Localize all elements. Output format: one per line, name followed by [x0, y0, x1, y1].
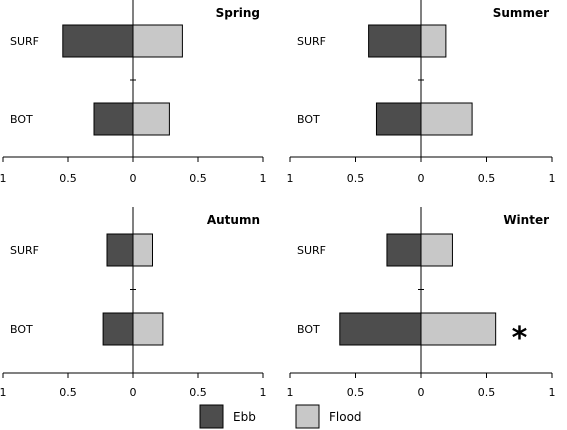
bar-flood: [132, 233, 153, 267]
bar-flood: [420, 312, 497, 346]
legend-swatch-flood: [295, 404, 320, 429]
x-tick-label: 0.5: [59, 172, 77, 185]
x-tick-label: 1: [287, 386, 294, 399]
legend: Ebb Flood: [199, 404, 362, 429]
category-label: BOT: [297, 113, 320, 126]
panel-title: Winter: [503, 213, 549, 227]
bar-flood: [420, 24, 447, 58]
bar-ebb: [368, 24, 422, 58]
category-label: BOT: [297, 323, 320, 336]
category-label: BOT: [10, 323, 33, 336]
x-tick-label: 0: [130, 172, 137, 185]
bar-ebb: [102, 312, 134, 346]
x-tick-label: 1: [287, 172, 294, 185]
category-label: SURF: [297, 244, 326, 257]
x-tick-label: 0: [418, 386, 425, 399]
x-tick-label: 0.5: [59, 386, 77, 399]
bar-ebb: [386, 233, 422, 267]
panel-autumn: 1 0.5 0 0.5 1 Autumn SURF BOT: [0, 207, 267, 399]
category-label: SURF: [297, 35, 326, 48]
panel-title: Spring: [216, 6, 260, 20]
category-label: SURF: [10, 35, 39, 48]
x-tick-label: 1: [260, 386, 267, 399]
bar-ebb: [339, 312, 422, 346]
panel-spring: 1 0.5 0 0.5 1 Spring SURF BOT: [0, 0, 267, 185]
bar-flood: [132, 102, 170, 136]
x-tick-label: 0.5: [478, 172, 496, 185]
panel-winter: 1 0.5 0 0.5 1 Winter SURF BOT *: [287, 207, 556, 399]
x-tick-label: 1: [549, 386, 556, 399]
x-tick-label: 1: [0, 172, 7, 185]
bar-flood: [420, 233, 453, 267]
legend-label: Ebb: [233, 410, 256, 424]
bar-flood: [420, 102, 473, 136]
bar-ebb: [106, 233, 134, 267]
x-tick-label: 0.5: [478, 386, 496, 399]
x-tick-label: 0: [418, 172, 425, 185]
x-tick-label: 0.5: [189, 386, 207, 399]
significance-asterisk: *: [512, 321, 528, 356]
category-label: SURF: [10, 244, 39, 257]
panel-summer: 1 0.5 0 0.5 1 Summer SURF BOT: [287, 0, 556, 185]
legend-label: Flood: [329, 410, 362, 424]
x-tick-label: 1: [0, 386, 7, 399]
x-tick-label: 0.5: [347, 386, 365, 399]
x-tick-label: 0: [130, 386, 137, 399]
bar-flood: [132, 312, 164, 346]
bar-ebb: [375, 102, 422, 136]
legend-swatch-ebb: [199, 404, 224, 429]
x-tick-label: 1: [260, 172, 267, 185]
bar-flood: [132, 24, 183, 58]
bar-ebb: [93, 102, 134, 136]
bar-ebb: [62, 24, 134, 58]
panel-title: Autumn: [207, 213, 260, 227]
panel-title: Summer: [493, 6, 549, 20]
x-tick-label: 0.5: [347, 172, 365, 185]
x-tick-label: 1: [549, 172, 556, 185]
x-tick-label: 0.5: [189, 172, 207, 185]
category-label: BOT: [10, 113, 33, 126]
